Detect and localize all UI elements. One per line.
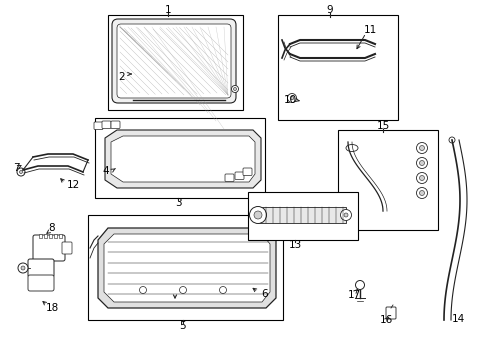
FancyBboxPatch shape (28, 259, 54, 277)
Bar (258, 207, 346, 223)
Circle shape (20, 171, 22, 174)
Circle shape (419, 145, 424, 150)
Circle shape (343, 213, 347, 217)
Bar (54, 234, 57, 238)
Bar (39, 234, 42, 238)
Circle shape (179, 287, 186, 293)
Circle shape (419, 190, 424, 195)
Circle shape (416, 143, 427, 153)
Circle shape (419, 176, 424, 180)
Bar (44, 234, 47, 238)
Polygon shape (111, 136, 254, 182)
FancyBboxPatch shape (94, 122, 103, 130)
Circle shape (231, 86, 238, 93)
Text: 3: 3 (174, 198, 181, 208)
FancyBboxPatch shape (385, 307, 395, 319)
FancyBboxPatch shape (117, 24, 230, 98)
Text: 4: 4 (102, 166, 109, 176)
Text: 11: 11 (363, 25, 376, 35)
Circle shape (416, 188, 427, 198)
Circle shape (416, 158, 427, 168)
Text: 2: 2 (119, 72, 125, 82)
Text: 18: 18 (45, 303, 59, 313)
Bar (88, 215, 283, 320)
Circle shape (17, 168, 25, 176)
Bar (108, 15, 243, 110)
Polygon shape (98, 228, 275, 308)
Circle shape (219, 287, 226, 293)
Text: 9: 9 (326, 5, 333, 15)
Bar (59, 234, 62, 238)
Circle shape (233, 87, 236, 90)
Text: 13: 13 (288, 240, 301, 250)
Circle shape (253, 211, 262, 219)
Bar (49, 234, 52, 238)
Circle shape (287, 94, 296, 103)
Bar (247, 192, 357, 240)
Circle shape (139, 287, 146, 293)
Text: 8: 8 (49, 223, 55, 233)
Text: 16: 16 (379, 315, 392, 325)
Circle shape (355, 280, 364, 289)
FancyBboxPatch shape (102, 121, 111, 129)
FancyBboxPatch shape (235, 172, 244, 180)
FancyBboxPatch shape (112, 19, 236, 103)
Circle shape (249, 207, 266, 224)
Polygon shape (105, 130, 261, 188)
Circle shape (289, 96, 293, 100)
Text: 10: 10 (283, 95, 296, 105)
FancyBboxPatch shape (62, 242, 72, 254)
Polygon shape (104, 234, 269, 302)
Circle shape (340, 210, 351, 220)
Text: 15: 15 (376, 121, 389, 131)
Circle shape (448, 137, 454, 143)
Circle shape (18, 263, 28, 273)
Text: 14: 14 (450, 314, 464, 324)
FancyBboxPatch shape (33, 235, 65, 261)
Text: 1: 1 (164, 5, 171, 15)
Bar (337, 130, 437, 230)
Bar (95, 118, 264, 198)
FancyBboxPatch shape (243, 168, 251, 176)
Text: 17: 17 (346, 290, 360, 300)
Ellipse shape (346, 144, 357, 152)
Bar (278, 15, 397, 120)
Circle shape (21, 266, 25, 270)
FancyBboxPatch shape (111, 121, 120, 129)
Text: 6: 6 (261, 289, 268, 299)
Text: 12: 12 (66, 180, 80, 190)
FancyBboxPatch shape (28, 275, 54, 291)
Text: 7: 7 (13, 163, 19, 173)
Circle shape (419, 161, 424, 166)
Text: 5: 5 (179, 321, 186, 331)
FancyBboxPatch shape (224, 174, 234, 181)
Circle shape (416, 172, 427, 184)
